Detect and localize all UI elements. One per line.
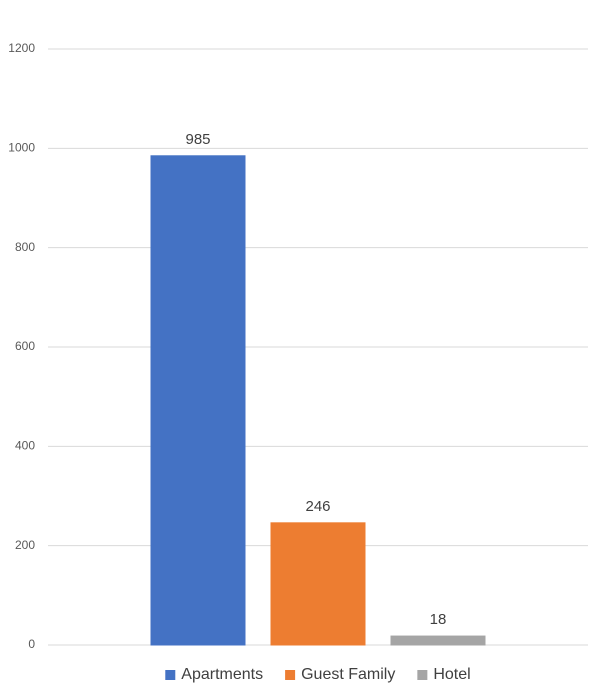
- data-label: 985: [185, 131, 210, 148]
- legend-swatch: [417, 670, 428, 680]
- y-tick-label: 600: [15, 339, 35, 353]
- y-tick-label: 1200: [8, 41, 35, 55]
- y-tick-label: 200: [15, 538, 35, 552]
- legend-label: Hotel: [433, 666, 470, 683]
- y-tick-label: 400: [15, 439, 35, 453]
- legend-swatch: [165, 670, 176, 680]
- bar: [390, 635, 486, 646]
- legend-label: Apartments: [181, 666, 263, 683]
- data-label: 246: [305, 498, 330, 515]
- bar: [150, 155, 246, 646]
- y-tick-label: 0: [28, 637, 35, 651]
- y-tick-label: 800: [15, 240, 35, 254]
- data-label: 18: [430, 611, 447, 628]
- y-tick-label: 1000: [8, 141, 35, 155]
- bar: [270, 522, 366, 646]
- legend-label: Guest Family: [301, 666, 395, 683]
- legend-swatch: [285, 670, 296, 680]
